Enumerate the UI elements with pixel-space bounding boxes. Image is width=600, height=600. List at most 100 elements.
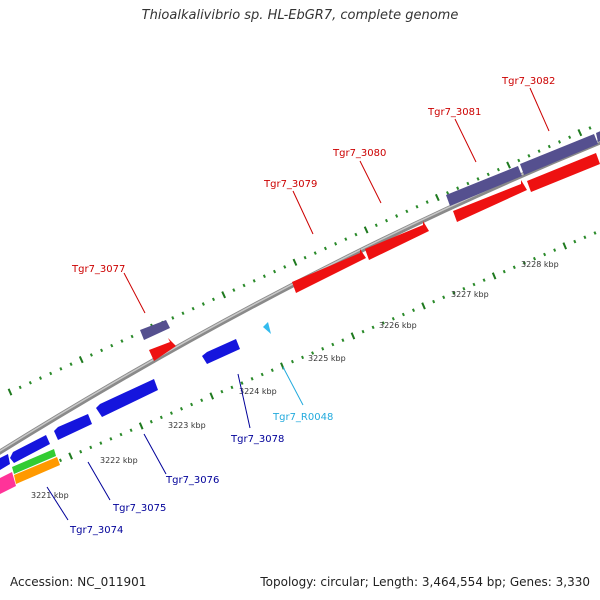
minor-tick xyxy=(415,204,419,209)
genome-summary-text: Topology: circular; Length: 3,464,554 bp… xyxy=(260,575,590,589)
minor-tick xyxy=(391,316,395,321)
minor-tick xyxy=(532,256,537,261)
scale-label-3223: 3223 kbp xyxy=(168,421,206,430)
minor-tick xyxy=(211,297,216,302)
minor-tick xyxy=(486,172,490,177)
major-tick xyxy=(491,272,497,280)
minor-tick xyxy=(79,449,83,454)
cog-feature[interactable] xyxy=(140,320,170,340)
cog-feature[interactable] xyxy=(446,166,522,206)
scale-label-3221: 3221 kbp xyxy=(31,491,69,500)
major-tick xyxy=(68,452,73,460)
minor-tick xyxy=(522,261,526,265)
minor-tick xyxy=(240,381,244,385)
scale-labels: 3221 kbp 3222 kbp 3223 kbp 3224 kbp 3225… xyxy=(31,260,559,500)
minor-tick xyxy=(190,402,194,407)
feature-green[interactable] xyxy=(12,449,56,474)
cog-feature[interactable] xyxy=(520,134,598,175)
gene-label-Tgr7_3080[interactable]: Tgr7_3080 xyxy=(332,148,386,159)
minor-tick xyxy=(466,181,470,186)
minor-tick xyxy=(311,351,315,355)
minor-tick xyxy=(496,167,500,172)
gene-label-Tgr7_R0048[interactable]: Tgr7_R0048 xyxy=(272,412,333,423)
minor-tick xyxy=(476,177,480,181)
gene-Tgr7_3079-shape[interactable] xyxy=(292,249,366,293)
minor-tick xyxy=(130,334,134,339)
minor-tick xyxy=(543,252,547,257)
minor-tick xyxy=(38,376,43,380)
minor-tick xyxy=(381,321,385,325)
scale-label-3227: 3227 kbp xyxy=(451,290,489,299)
minor-tick xyxy=(354,232,358,237)
minor-tick xyxy=(272,269,277,274)
feature-pink[interactable] xyxy=(0,472,16,494)
feature-orange[interactable] xyxy=(14,457,60,484)
gene-label-Tgr7_3078[interactable]: Tgr7_3078 xyxy=(230,434,284,445)
gene-Tgr7_3080-shape[interactable] xyxy=(365,221,429,260)
minor-tick xyxy=(341,338,345,342)
minor-tick xyxy=(395,214,399,218)
minor-tick xyxy=(179,407,184,411)
forward-cds-track xyxy=(149,153,600,361)
major-tick xyxy=(506,161,511,169)
minor-tick xyxy=(462,286,466,291)
minor-tick xyxy=(252,279,256,283)
gene-Tgr7_3077-shape[interactable] xyxy=(149,338,176,361)
minor-tick xyxy=(405,209,409,214)
minor-tick xyxy=(200,398,204,403)
accession-text: Accession: NC_011901 xyxy=(10,575,147,589)
gene-Tgr7_3078-shape[interactable] xyxy=(202,339,240,364)
minor-tick xyxy=(28,380,32,385)
gene-label-Tgr7_3076[interactable]: Tgr7_3076 xyxy=(165,475,219,486)
cog-track xyxy=(140,129,600,340)
minor-tick xyxy=(58,458,63,463)
minor-tick xyxy=(568,135,572,140)
minor-tick xyxy=(527,153,531,158)
gene-label-Tgr7_3077[interactable]: Tgr7_3077 xyxy=(71,264,125,275)
major-tick xyxy=(363,226,369,234)
minor-tick xyxy=(557,140,562,144)
minor-tick xyxy=(374,223,378,228)
gene-label-Tgr7_3081[interactable]: Tgr7_3081 xyxy=(427,107,481,118)
label-connectors xyxy=(46,87,550,521)
minor-tick xyxy=(517,158,521,163)
minor-tick xyxy=(452,291,456,295)
cog-feature[interactable] xyxy=(596,129,600,142)
minor-tick xyxy=(290,359,294,364)
major-tick xyxy=(434,193,440,202)
gene-Tgr7_R0048-shape[interactable] xyxy=(263,322,271,334)
reverse-cds-feature[interactable] xyxy=(96,379,158,417)
minor-tick xyxy=(593,231,597,235)
minor-tick xyxy=(59,367,63,371)
gene-label-Tgr7_3079[interactable]: Tgr7_3079 xyxy=(263,179,317,190)
minor-tick xyxy=(321,347,325,351)
minor-tick xyxy=(110,343,114,348)
other-features xyxy=(0,449,60,494)
gene-Tgr7_3082-shape[interactable] xyxy=(527,153,600,192)
gene-Tgr7_3076-shape[interactable] xyxy=(54,414,92,440)
gene-label-Tgr7_3074[interactable]: Tgr7_3074 xyxy=(69,525,123,536)
minor-tick xyxy=(323,246,328,251)
minor-tick xyxy=(283,265,287,269)
gene-Tgr7_3081-shape[interactable] xyxy=(453,180,527,222)
minor-tick xyxy=(18,385,22,390)
minor-tick xyxy=(432,299,436,304)
minor-tick xyxy=(100,348,104,353)
gene-label-Tgr7_3075[interactable]: Tgr7_3075 xyxy=(112,503,166,514)
minor-tick xyxy=(149,419,153,424)
major-tick xyxy=(292,258,298,266)
minor-tick xyxy=(301,355,305,360)
minor-tick xyxy=(89,445,93,450)
scale-label-3224: 3224 kbp xyxy=(239,387,277,396)
major-tick xyxy=(421,302,426,310)
gene-Tgr7_3074-shape[interactable] xyxy=(0,454,10,470)
minor-tick xyxy=(270,368,274,372)
gene-Tgr7_3075-shape[interactable] xyxy=(10,435,50,463)
minor-tick xyxy=(262,274,266,278)
minor-tick xyxy=(482,278,486,282)
lower-ticks xyxy=(0,231,597,490)
gene-label-Tgr7_3082[interactable]: Tgr7_3082 xyxy=(501,76,555,87)
minor-tick xyxy=(344,237,348,241)
minor-tick xyxy=(361,329,365,334)
